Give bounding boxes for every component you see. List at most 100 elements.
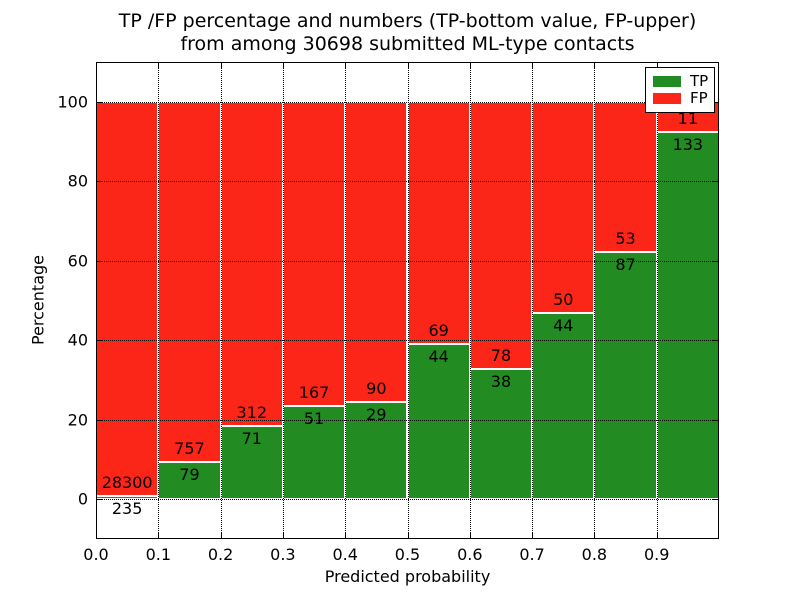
- x-tick-label: 0.5: [394, 545, 421, 564]
- x-gridline: [532, 62, 534, 539]
- fp-count-label: 11: [677, 109, 699, 129]
- legend-tp-swatch-icon: [653, 76, 681, 87]
- x-tick-label: 0.2: [207, 545, 234, 564]
- y-tick-left: [97, 499, 102, 501]
- y-gridline: [96, 260, 719, 262]
- fp-count-label: 50: [553, 290, 574, 310]
- y-tick-right: [713, 260, 718, 262]
- fp-count-label: 167: [298, 383, 330, 403]
- tp-count-label: 87: [615, 255, 636, 275]
- fp-count-label: 78: [490, 346, 512, 366]
- chart-title-line2: from among 30698 submitted ML-type conta…: [180, 33, 635, 55]
- x-tick-top: [158, 63, 160, 68]
- x-tick-top: [345, 63, 347, 68]
- fp-bar-segment: [220, 101, 283, 426]
- fp-bar-segment: [407, 101, 470, 345]
- legend-item-tp: TP: [653, 72, 709, 90]
- tp-count-label: 71: [241, 428, 262, 448]
- tp-count-label: 133: [672, 135, 704, 155]
- x-gridline: [220, 62, 222, 539]
- tp-count-label: 44: [553, 316, 574, 336]
- tp-bar-segment: [532, 313, 595, 500]
- x-tick-bottom: [345, 533, 347, 538]
- fp-count-label: 757: [174, 438, 205, 458]
- y-tick-left: [97, 340, 102, 342]
- legend-fp-label: FP: [690, 89, 708, 107]
- tp-bar-segment: [345, 402, 408, 500]
- tp-count-label: 79: [179, 464, 200, 484]
- y-tick-right: [713, 499, 718, 501]
- tp-bar-segment: [220, 425, 283, 500]
- x-tick-top: [282, 63, 284, 68]
- y-tick-left: [97, 181, 102, 183]
- y-tick-left: [97, 260, 102, 262]
- tp-bar-segment: [407, 344, 470, 500]
- x-tick-label: 0.4: [332, 545, 358, 564]
- fp-count-label: 28300: [101, 472, 153, 492]
- legend-tp-label: TP: [690, 72, 709, 90]
- y-gridline: [96, 499, 719, 501]
- y-gridline: [96, 101, 719, 103]
- x-tick-bottom: [594, 533, 596, 538]
- x-tick-label: 0.3: [270, 545, 296, 564]
- x-tick-bottom: [656, 533, 658, 538]
- y-tick-right: [713, 340, 718, 342]
- tp-count-label: 29: [366, 405, 387, 425]
- y-gridline: [96, 419, 719, 421]
- x-gridline: [469, 62, 471, 539]
- plot-area: 28300 235 757 79 312 71 167 51 90 29 69 44 78 38 50 44 5…: [96, 62, 719, 539]
- x-tick-bottom: [469, 533, 471, 538]
- x-tick-top: [220, 63, 222, 68]
- x-tick-label: 0.1: [145, 545, 172, 564]
- y-tick-right: [713, 181, 718, 183]
- x-tick-bottom: [532, 533, 534, 538]
- tp-count-label: 44: [428, 347, 449, 367]
- x-tick-top: [594, 63, 596, 68]
- x-tick-bottom: [407, 533, 409, 538]
- fp-count-label: 90: [366, 379, 387, 399]
- y-gridline: [96, 181, 719, 183]
- y-gridline: [96, 340, 719, 342]
- fp-bar-segment: [532, 101, 595, 314]
- y-tick-label: 40: [67, 330, 88, 350]
- tp-bar-segment: [282, 406, 346, 500]
- y-tick-right: [713, 101, 718, 103]
- x-tick-top: [469, 63, 471, 68]
- chart-title-line1: TP /FP percentage and numbers (TP-bottom…: [118, 10, 697, 32]
- x-tick-label: 0.9: [643, 545, 670, 564]
- fp-bar-segment: [158, 101, 221, 462]
- x-gridline: [158, 62, 160, 539]
- x-tick-top: [656, 63, 658, 68]
- x-tick-top: [407, 63, 409, 68]
- y-tick-label: 80: [67, 171, 88, 191]
- legend: TP FP: [645, 67, 715, 113]
- legend-item-fp: FP: [653, 89, 708, 107]
- fp-bar-segment: [469, 101, 533, 370]
- x-tick-label: 0.7: [519, 545, 545, 564]
- tp-count-label: 38: [490, 372, 512, 392]
- tp-count-label: 51: [303, 409, 325, 429]
- x-tick-label: 0.8: [581, 545, 608, 564]
- y-tick-label: 20: [67, 410, 88, 430]
- x-axis-label: Predicted probability: [324, 567, 491, 586]
- x-gridline: [407, 62, 409, 539]
- x-tick-top: [532, 63, 534, 68]
- x-gridline: [345, 62, 347, 539]
- y-tick-left: [97, 101, 102, 103]
- fp-bar-segment: [345, 101, 408, 403]
- fp-bar-segment: [594, 101, 657, 253]
- y-tick-left: [97, 419, 102, 421]
- tp-count-label: 235: [111, 498, 143, 518]
- x-tick-bottom: [158, 533, 160, 538]
- fp-count-label: 53: [615, 229, 636, 249]
- x-tick-bottom: [282, 533, 284, 538]
- x-tick-bottom: [220, 533, 222, 538]
- fp-bar-segment: [96, 101, 159, 496]
- x-gridline: [656, 62, 658, 539]
- x-gridline: [594, 62, 596, 539]
- y-tick-label: 100: [57, 92, 88, 112]
- fp-count-label: 312: [236, 402, 268, 422]
- x-gridline: [282, 62, 284, 539]
- y-tick-label: 60: [67, 251, 88, 271]
